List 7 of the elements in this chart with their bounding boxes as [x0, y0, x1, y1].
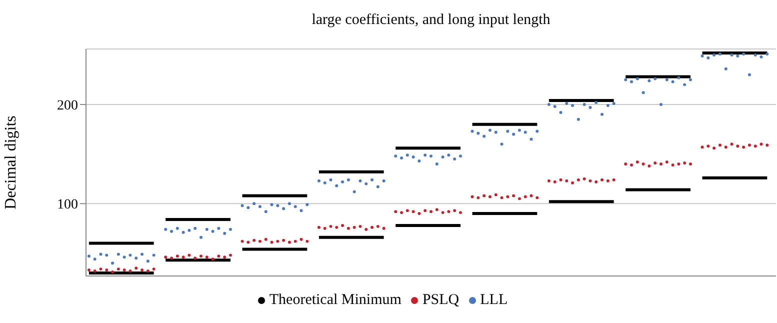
legend-label: LLL — [480, 292, 508, 308]
chart-title: large coefficients, and long input length — [310, 12, 552, 29]
y-tick-label: 100 — [57, 198, 78, 213]
y-tick-label: 200 — [57, 98, 78, 114]
legend-label: PSLQ — [422, 292, 460, 308]
legend-label: Theoretical Minimum — [269, 292, 402, 308]
y-axis-title: Decimal digits — [2, 116, 20, 210]
